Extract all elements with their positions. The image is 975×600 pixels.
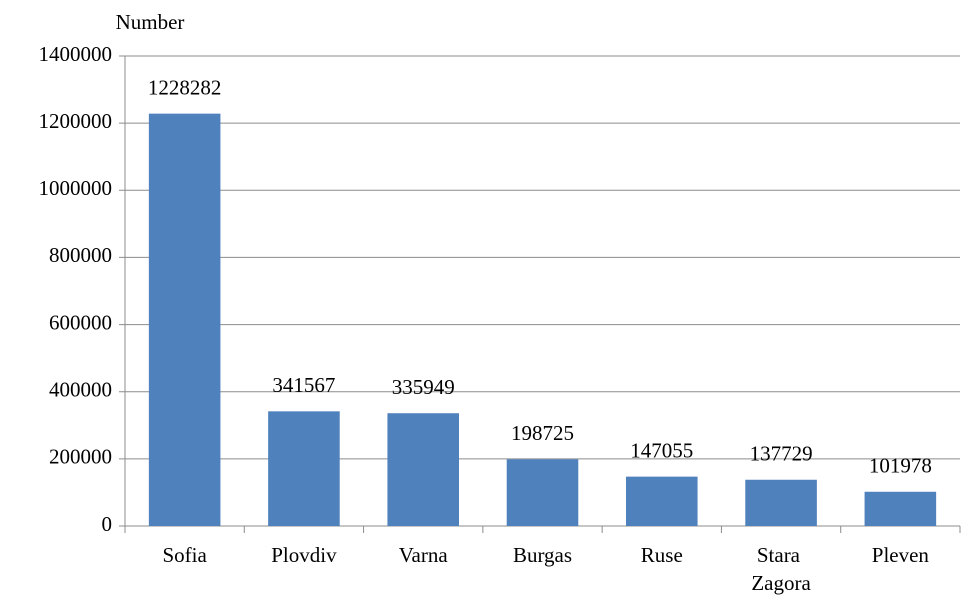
bar	[506, 459, 579, 526]
bar	[626, 476, 698, 526]
data-label: 147055	[630, 438, 693, 462]
x-tick-label: Burgas	[513, 543, 572, 567]
y-tick-label: 1400000	[39, 42, 113, 66]
bar	[864, 491, 937, 526]
y-tick-label: 600000	[49, 310, 112, 334]
bar	[745, 479, 817, 526]
x-tick-label: Plovdiv	[271, 543, 337, 567]
data-label: 335949	[392, 375, 455, 399]
bar	[148, 113, 221, 526]
x-tick-label: Pleven	[872, 543, 930, 567]
y-tick-label: 1000000	[39, 176, 113, 200]
x-tick-label: Varna	[399, 543, 449, 567]
y-tick-label: 800000	[49, 243, 112, 267]
bar	[387, 413, 459, 526]
y-tick-label: 200000	[49, 445, 112, 469]
data-label: 101978	[869, 454, 932, 478]
data-label: 1228282	[148, 75, 222, 99]
bar	[268, 411, 340, 526]
y-tick-label: 0	[102, 512, 113, 536]
x-tick-label: Sofia	[162, 543, 207, 567]
x-tick-label: Stara Zagora	[751, 543, 811, 595]
y-tick-label: 400000	[49, 378, 112, 402]
y-tick-label: 1200000	[39, 109, 113, 133]
data-label: 198725	[511, 421, 574, 445]
x-tick-label: Ruse	[641, 543, 683, 567]
data-label: 137729	[750, 442, 813, 466]
data-label: 341567	[272, 373, 335, 397]
y-axis-label: Number	[116, 10, 185, 34]
